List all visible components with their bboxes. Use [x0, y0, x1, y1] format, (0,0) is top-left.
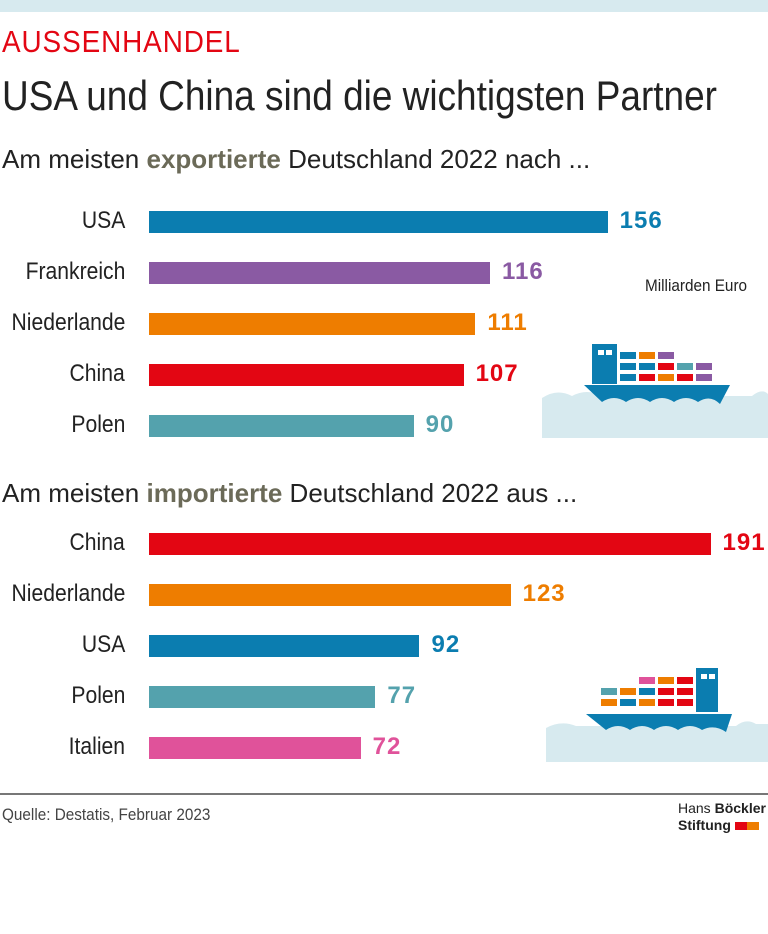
import-category-label: Niederlande	[11, 580, 125, 607]
export-bar	[149, 313, 476, 335]
export-bar	[149, 211, 608, 233]
import-category-label: Italien	[68, 733, 125, 760]
export-value-label: 116	[502, 258, 544, 285]
top-strip	[0, 0, 768, 12]
export-bar	[149, 415, 414, 437]
import-subtitle-pre: Am meisten	[2, 478, 147, 508]
logo-text-stiftung: Stiftung	[678, 817, 731, 833]
import-value-label: 123	[522, 580, 566, 607]
footer-divider	[0, 793, 768, 795]
import-value-label: 191	[722, 529, 766, 556]
headline: USA und China sind die wichtigsten Partn…	[2, 72, 717, 119]
import-ship-icon	[546, 668, 768, 762]
import-bar	[149, 686, 376, 708]
export-value-label: 107	[475, 360, 519, 387]
hans-boeckler-logo: Hans Böckler Stiftung	[678, 800, 766, 834]
import-bar	[149, 584, 511, 606]
export-value-label: 90	[425, 411, 455, 438]
export-category-label: Niederlande	[11, 309, 125, 336]
export-value-label: 111	[487, 309, 528, 336]
logo-orange-square-icon	[746, 822, 759, 831]
source-note: Quelle: Destatis, Februar 2023	[2, 805, 211, 824]
export-subtitle-bold: exportierte	[146, 144, 281, 174]
import-category-label: China	[69, 529, 125, 556]
export-ship-icon	[542, 344, 768, 438]
import-category-label: USA	[81, 631, 125, 658]
import-subtitle-bold: importierte	[146, 478, 283, 508]
import-bar	[149, 737, 361, 759]
export-subtitle-post: Deutschland 2022 nach ...	[280, 144, 591, 174]
export-category-label: China	[69, 360, 125, 387]
export-subtitle-pre: Am meisten	[2, 144, 147, 174]
logo-text-boeckler: Böckler	[714, 800, 766, 816]
logo-text-hans: Hans	[678, 800, 711, 816]
export-category-label: Polen	[70, 411, 125, 438]
export-bar	[149, 364, 464, 386]
import-subtitle-post: Deutschland 2022 aus ...	[282, 478, 578, 508]
import-value-label: 77	[387, 682, 417, 709]
logo-red-square-icon	[734, 822, 747, 831]
export-bar	[149, 262, 491, 284]
export-category-label: Frankreich	[25, 258, 125, 285]
import-bar	[149, 635, 420, 657]
export-subtitle: Am meisten exportierte Deutschland 2022 …	[2, 144, 590, 175]
export-category-label: USA	[81, 207, 125, 234]
kicker: AUSSENHANDEL	[2, 24, 241, 59]
import-bar	[149, 533, 711, 555]
unit-label: Milliarden Euro	[645, 276, 748, 295]
import-value-label: 92	[431, 631, 461, 658]
import-value-label: 72	[372, 733, 402, 760]
import-subtitle: Am meisten importierte Deutschland 2022 …	[2, 478, 577, 509]
export-value-label: 156	[619, 207, 663, 234]
import-category-label: Polen	[70, 682, 125, 709]
